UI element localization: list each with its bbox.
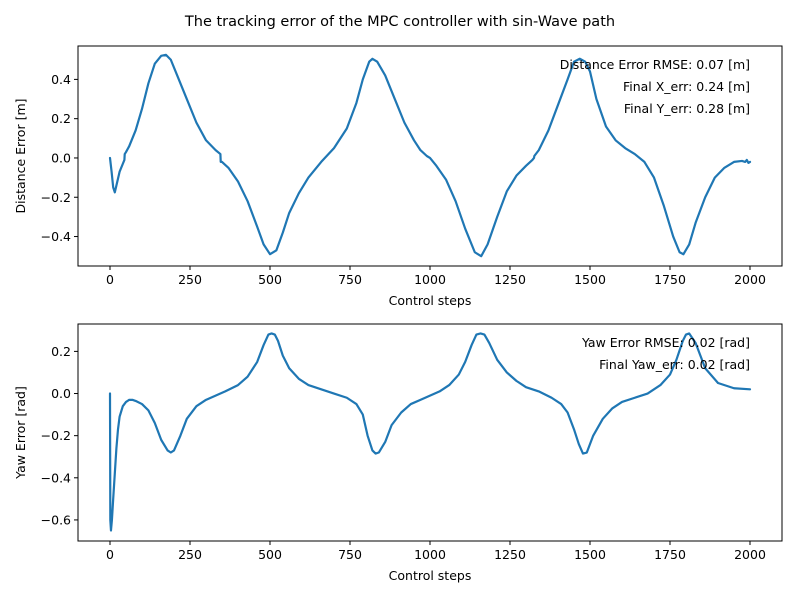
yaw-xtick-label: 2000 [734, 547, 766, 562]
distance-xtick-label: 1250 [494, 272, 526, 287]
yaw-annotation: Yaw Error RMSE: 0.02 [rad] [581, 335, 750, 350]
yaw-y-axis-label: Yaw Error [rad] [13, 386, 28, 480]
distance-xtick-label: 0 [106, 272, 114, 287]
distance-annotation: Final Y_err: 0.28 [m] [624, 101, 750, 116]
distance-xtick-label: 1000 [414, 272, 446, 287]
distance-annotation: Final X_err: 0.24 [m] [623, 79, 750, 94]
yaw-ytick-label: 0.2 [51, 344, 71, 359]
distance-annotation: Distance Error RMSE: 0.07 [m] [560, 57, 750, 72]
yaw-ytick-label: 0.0 [51, 386, 71, 401]
yaw-xtick-label: 1000 [414, 547, 446, 562]
distance-ytick-label: 0.2 [51, 111, 71, 126]
distance-xtick-label: 1750 [654, 272, 686, 287]
distance-series-line [108, 53, 752, 258]
distance-ytick-label: −0.2 [41, 190, 71, 205]
yaw-xtick-label: 1500 [574, 547, 606, 562]
distance-xtick-label: 750 [338, 272, 362, 287]
yaw-series-line [108, 332, 752, 532]
figure-title: The tracking error of the MPC controller… [184, 14, 615, 30]
yaw-ytick-label: −0.2 [41, 428, 71, 443]
distance-y-axis-label: Distance Error [m] [13, 98, 28, 213]
yaw-xtick-label: 1250 [494, 547, 526, 562]
distance-error-panel: 0 250 500 750 1000 1250 1500 1750 2000 −0.4 −0.2 0.… [13, 45, 783, 308]
distance-xtick-label: 2000 [734, 272, 766, 287]
yaw-ytick-label: −0.4 [41, 470, 71, 485]
yaw-xtick-label: 250 [178, 547, 202, 562]
distance-ytick-label: −0.4 [41, 229, 71, 244]
distance-x-axis-label: Control steps [389, 293, 472, 308]
distance-ytick-label: 0.4 [51, 72, 71, 87]
distance-xtick-label: 250 [178, 272, 202, 287]
yaw-xtick-label: 0 [106, 547, 114, 562]
yaw-error-panel: 0 250 500 750 1000 1250 1500 1750 2000 −0.6 −0.4 −0… [13, 323, 783, 583]
distance-xtick-label: 1500 [574, 272, 606, 287]
yaw-xtick-label: 500 [258, 547, 282, 562]
yaw-x-axis-label: Control steps [389, 568, 472, 583]
yaw-annotation: Final Yaw_err: 0.02 [rad] [599, 357, 750, 372]
distance-ytick-label: 0.0 [51, 150, 71, 165]
distance-xtick-label: 500 [258, 272, 282, 287]
yaw-ytick-label: −0.6 [41, 512, 71, 527]
yaw-xtick-label: 1750 [654, 547, 686, 562]
yaw-xtick-label: 750 [338, 547, 362, 562]
